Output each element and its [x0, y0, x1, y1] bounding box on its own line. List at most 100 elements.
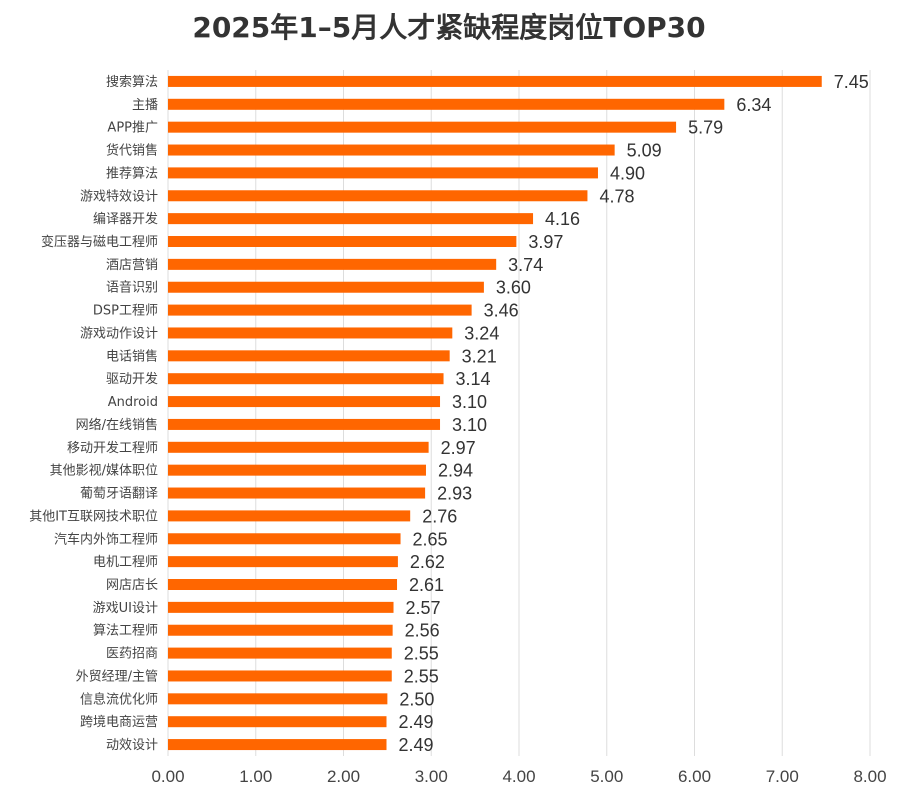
x-tick-label: 1.00	[239, 767, 272, 786]
category-label: 电话销售	[106, 348, 158, 364]
bar	[168, 556, 398, 568]
value-label: 2.56	[405, 621, 440, 641]
value-label: 3.14	[456, 369, 491, 389]
bar	[168, 670, 392, 682]
bar	[168, 121, 677, 133]
category-label: 外贸经理/主管	[76, 669, 158, 684]
value-label: 4.16	[545, 209, 580, 229]
category-label: 网店店长	[106, 578, 158, 593]
chart-title: 2025年1–5月人才紧缺程度岗位TOP30	[192, 11, 706, 44]
value-label: 2.61	[409, 575, 444, 595]
bar	[168, 624, 393, 636]
x-tick-label: 7.00	[766, 767, 799, 786]
category-label: 移动开发工程师	[67, 440, 158, 456]
value-label: 5.09	[627, 141, 662, 161]
bar	[168, 487, 426, 499]
category-label: 算法工程师	[93, 624, 158, 639]
category-label: 医药招商	[106, 647, 158, 662]
bar	[168, 601, 394, 613]
value-label: 2.49	[398, 735, 433, 755]
bar	[168, 373, 444, 385]
x-tick-label: 0.00	[151, 767, 184, 786]
value-label: 6.34	[736, 95, 771, 115]
category-label: 推荐算法	[106, 166, 158, 181]
x-tick-label: 3.00	[415, 767, 448, 786]
category-label: 跨境电商运营	[80, 715, 158, 730]
bar	[168, 396, 441, 408]
bar	[168, 281, 484, 293]
value-label: 3.21	[462, 346, 497, 366]
bar	[168, 716, 387, 728]
x-tick-label: 5.00	[590, 767, 623, 786]
value-label: 3.74	[508, 255, 543, 275]
category-label: 游戏特效设计	[80, 189, 158, 204]
value-label: 5.79	[688, 118, 723, 138]
category-label: APP推广	[107, 121, 158, 136]
category-label: 汽车内外饰工程师	[54, 531, 158, 547]
bar	[168, 418, 441, 430]
x-tick-label: 8.00	[853, 767, 886, 786]
value-label: 2.62	[410, 552, 445, 572]
bar	[168, 236, 517, 247]
category-label: 其他IT互联网技术职位	[29, 509, 158, 524]
bar	[168, 579, 398, 590]
bar	[168, 510, 411, 522]
value-label: 2.97	[441, 438, 476, 458]
bar	[168, 258, 497, 270]
x-tick-label: 6.00	[678, 767, 711, 786]
category-label: Android	[108, 395, 158, 410]
category-label: 游戏UI设计	[93, 601, 158, 616]
category-label: 主播	[132, 98, 158, 113]
value-label: 2.94	[438, 461, 473, 481]
bar	[168, 327, 453, 339]
value-label: 2.49	[398, 712, 433, 732]
category-label: 动效设计	[106, 738, 158, 753]
bar	[168, 144, 615, 156]
value-label: 2.76	[422, 506, 457, 526]
bar	[168, 647, 392, 659]
category-label: 信息流优化师	[80, 691, 158, 707]
bar	[168, 167, 598, 179]
value-label: 3.97	[528, 232, 563, 252]
category-label: 葡萄牙语翻译	[80, 487, 158, 502]
category-label: 编译器开发	[93, 211, 158, 227]
category-label: 变压器与磁电工程师	[41, 234, 158, 250]
value-label: 3.10	[452, 392, 487, 412]
bar	[168, 533, 401, 545]
x-tick-label: 4.00	[502, 767, 535, 786]
value-label: 2.55	[404, 644, 439, 664]
value-label: 3.10	[452, 415, 487, 435]
category-label: 游戏动作设计	[80, 326, 158, 341]
bar	[168, 693, 388, 705]
bar	[168, 98, 725, 110]
bar	[168, 739, 387, 751]
category-label: 其他影视/媒体职位	[50, 464, 158, 479]
category-label: 货代销售	[106, 143, 158, 159]
category-label: DSP工程师	[93, 304, 158, 319]
bar	[168, 213, 534, 225]
value-label: 2.93	[437, 484, 472, 504]
value-label: 7.45	[834, 72, 869, 92]
x-tick-label: 2.00	[327, 767, 360, 786]
category-label: 酒店营销	[106, 258, 158, 273]
value-label: 3.24	[464, 323, 499, 343]
category-label: 驱动开发	[106, 371, 158, 387]
bar	[168, 190, 588, 202]
category-label: 网络/在线销售	[76, 417, 158, 433]
category-label: 电机工程师	[93, 555, 158, 570]
category-label: 语音识别	[106, 280, 158, 296]
value-label: 3.46	[484, 301, 519, 321]
value-label: 2.65	[413, 529, 448, 549]
value-label: 3.60	[496, 278, 531, 298]
bar	[168, 441, 429, 453]
bar	[168, 464, 426, 476]
value-label: 2.50	[399, 689, 434, 709]
value-label: 4.78	[599, 186, 634, 206]
value-label: 2.57	[406, 598, 441, 618]
value-label: 4.90	[610, 163, 645, 183]
category-label: 搜索算法	[106, 75, 158, 90]
bar	[168, 304, 472, 316]
bar	[168, 350, 450, 362]
bar	[168, 75, 822, 87]
